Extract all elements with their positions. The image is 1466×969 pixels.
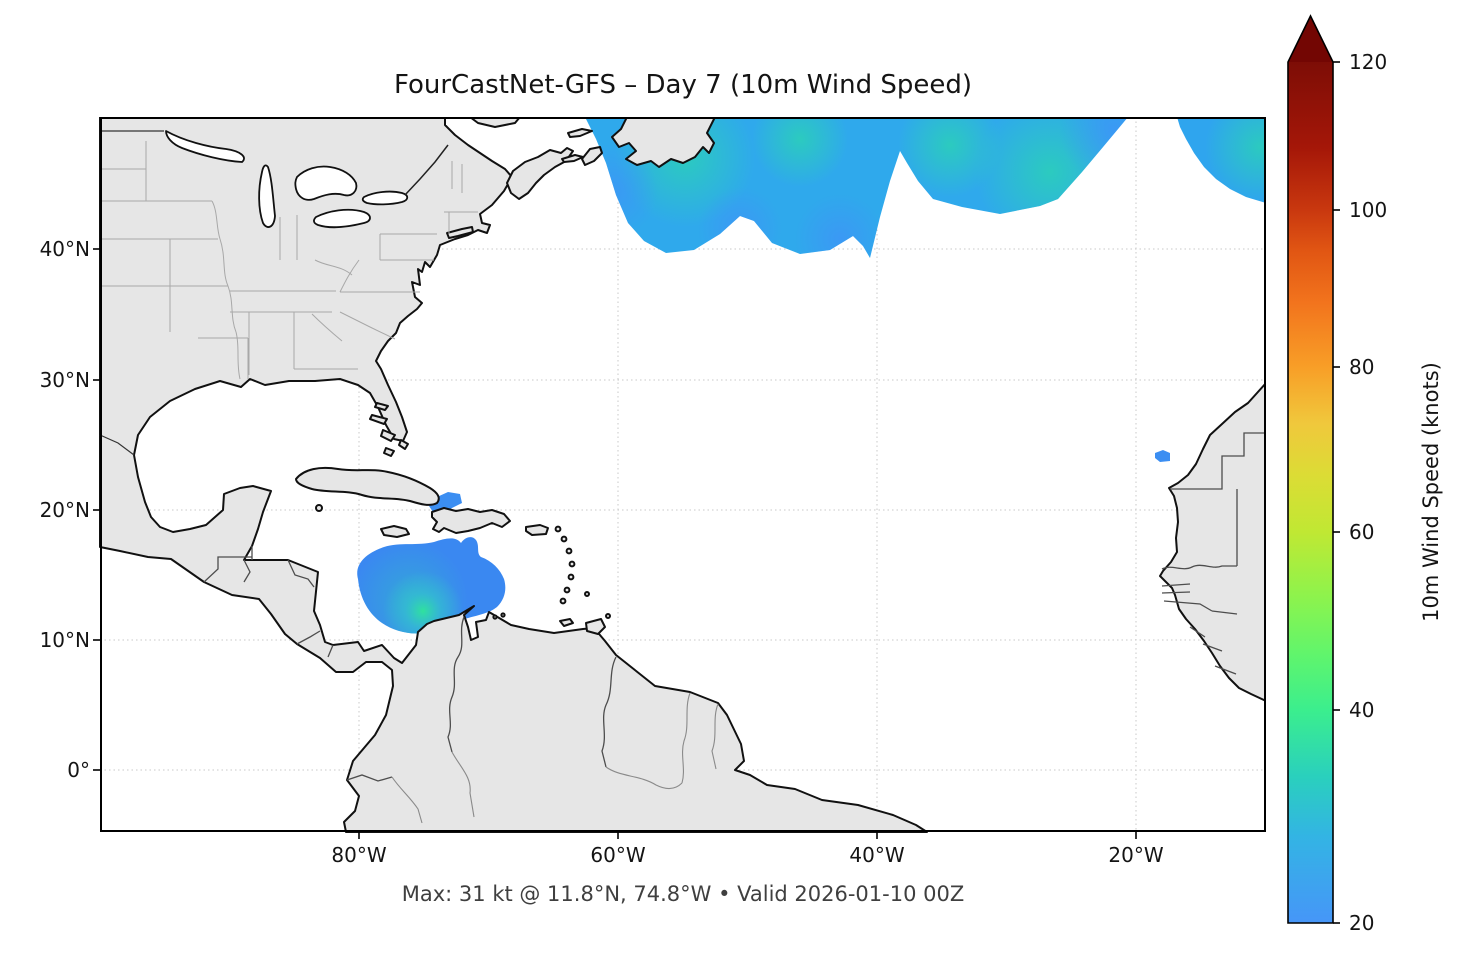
colorbar [1287,14,1340,924]
cbar-tick-40: 40 [1349,698,1375,722]
x-tick-20w: 20°W [1108,843,1164,867]
country-borders-americas [203,546,719,824]
x-tick-60w: 60°W [590,843,646,867]
x-tick-40w: 40°W [849,843,905,867]
x-tick-80w: 80°W [331,843,387,867]
y-tick-0: 0° [67,758,90,782]
landmass-africa [1159,382,1266,702]
cbar-tick-120: 120 [1349,50,1388,74]
map-frame [100,117,1266,832]
max-and-valid-annotation: Max: 31 kt @ 11.8°N, 74.8°W • Valid 2026… [401,882,965,906]
cbar-tick-60: 60 [1349,520,1375,544]
axis-ticks [93,248,1137,839]
y-tick-30n: 30°N [39,368,90,392]
colorbar-extend-arrow [1288,16,1333,62]
chart-title: FourCastNet-GFS – Day 7 (10m Wind Speed) [393,70,973,100]
y-tick-20n: 20°N [39,498,90,522]
cbar-tick-80: 80 [1349,355,1375,379]
country-borders-africa [1161,432,1266,675]
landmass-americas [99,117,928,833]
colorbar-ticks [1333,61,1340,924]
colorbar-axis-label: 10m Wind Speed (knots) [1419,362,1443,622]
great-lakes [165,130,449,229]
y-tick-10n: 10°N [39,628,90,652]
y-tick-40n: 40°N [39,237,90,261]
us-state-borders [99,130,478,456]
map-plot [93,117,1266,839]
wind-patch-northeast-corner [1177,117,1266,203]
cbar-tick-100: 100 [1349,198,1388,222]
wind-patch-africa-coast [1155,450,1170,462]
cbar-tick-20: 20 [1349,911,1375,935]
colorbar-gradient [1288,62,1333,923]
